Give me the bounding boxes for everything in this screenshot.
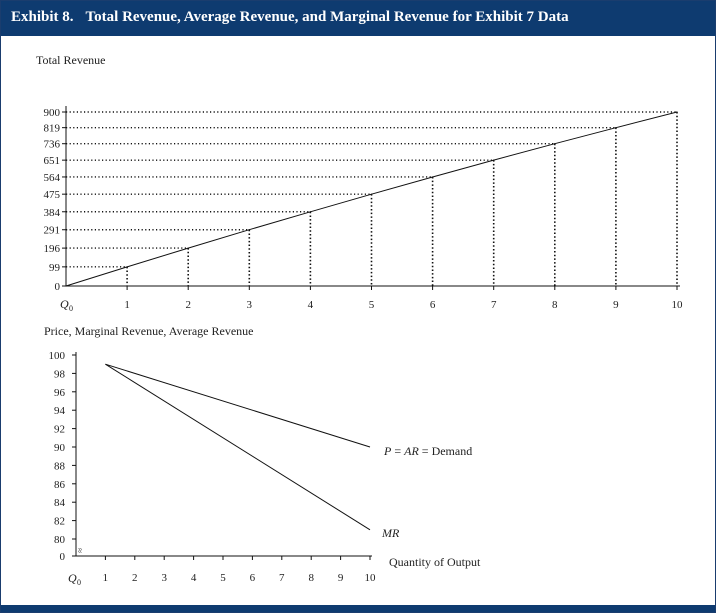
axis-break-mark: ≈ [75, 548, 85, 553]
total-revenue-point [432, 176, 434, 178]
y-tick-label: 384 [44, 207, 61, 219]
total-revenue-point [65, 285, 67, 287]
total-revenue-point [493, 159, 495, 161]
y-tick-label: 82 [54, 516, 65, 528]
origin-label: Q [68, 571, 77, 585]
total-revenue-point [248, 229, 250, 231]
x-tick-label: 6 [430, 299, 436, 311]
y-tick-label: 736 [44, 139, 61, 151]
total-revenue-point [187, 247, 189, 249]
total-revenue-point [554, 143, 556, 145]
x-tick-label: 5 [220, 572, 226, 584]
y-tick-label: 0 [60, 551, 66, 563]
origin-subscript: 0 [77, 578, 81, 587]
x-tick-label: 8 [552, 299, 558, 311]
total-revenue-point [309, 211, 311, 213]
y-tick-label: 819 [44, 123, 61, 135]
x-tick-label: 5 [369, 299, 375, 311]
x-tick-label: 10 [365, 572, 377, 584]
x-tick-label: 8 [308, 572, 314, 584]
x-tick-label: 10 [672, 299, 684, 311]
demand-line [105, 363, 371, 448]
x-tick-label: 4 [308, 299, 314, 311]
x-tick-label: 1 [124, 299, 130, 311]
x-tick-label: 2 [132, 572, 138, 584]
mr-label: MR [381, 526, 400, 540]
y-tick-label: 651 [44, 155, 61, 167]
y-axis-label: Price, Marginal Revenue, Average Revenue [44, 324, 253, 338]
y-tick-label: 291 [44, 225, 61, 237]
exhibit-footer-bar [1, 605, 715, 612]
x-tick-label: 7 [491, 299, 497, 311]
origin-label: Q [60, 297, 69, 311]
y-tick-label: 564 [44, 172, 61, 184]
y-tick-label: 92 [54, 424, 65, 436]
origin-subscript: 0 [69, 304, 73, 313]
x-tick-label: 9 [613, 299, 619, 311]
y-tick-label: 0 [55, 281, 61, 293]
x-axis-label: Quantity of Output [389, 555, 481, 569]
x-tick-label: 2 [185, 299, 191, 311]
y-tick-label: 475 [44, 189, 61, 201]
mr-line [105, 363, 371, 531]
total-revenue-point [126, 266, 128, 268]
exhibit-title: Exhibit 8. Total Revenue, Average Revenue… [11, 9, 569, 26]
y-tick-label: 94 [54, 405, 66, 417]
y-tick-label: 100 [49, 350, 66, 362]
y-tick-label: 98 [54, 368, 66, 380]
y-tick-label: 196 [44, 243, 61, 255]
y-axis-label: Total Revenue [36, 53, 105, 67]
exhibit-title-text: Total Revenue, Average Revenue, and Marg… [85, 9, 569, 25]
x-tick-label: 3 [247, 299, 253, 311]
x-tick-label: 6 [250, 572, 256, 584]
x-tick-label: 3 [161, 572, 167, 584]
y-tick-label: 90 [54, 442, 66, 454]
x-tick-label: 1 [103, 572, 109, 584]
demand-label: P = AR = Demand [383, 444, 472, 458]
y-tick-label: 88 [54, 460, 66, 472]
exhibit-number: Exhibit 8. [11, 9, 74, 25]
y-tick-label: 86 [54, 479, 66, 491]
y-tick-label: 96 [54, 387, 66, 399]
y-tick-label: 99 [49, 262, 61, 274]
x-tick-label: 7 [279, 572, 285, 584]
total-revenue-point [615, 127, 617, 129]
y-tick-label: 84 [54, 497, 66, 509]
total-revenue-point [370, 193, 373, 195]
x-tick-label: 9 [338, 572, 344, 584]
y-tick-label: 80 [54, 534, 66, 546]
x-tick-label: 4 [191, 572, 197, 584]
total-revenue-chart: Total Revenue099196291384475564651736819… [36, 53, 684, 313]
y-tick-label: 900 [44, 107, 61, 119]
exhibit-header: Exhibit 8. Total Revenue, Average Revenue… [1, 1, 715, 36]
total-revenue-point [676, 111, 678, 113]
